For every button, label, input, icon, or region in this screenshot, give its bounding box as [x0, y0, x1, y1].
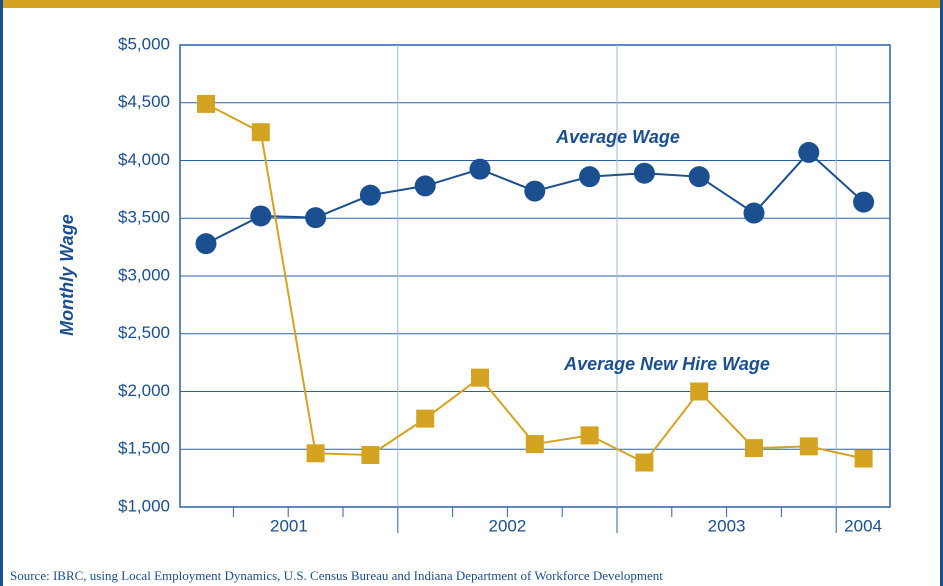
y-tick-label: $4,500: [118, 92, 170, 111]
x-tick-label: 2001: [270, 516, 308, 535]
marker: [853, 191, 875, 213]
marker: [798, 141, 820, 163]
y-tick-label: $1,000: [118, 496, 170, 515]
marker: [579, 166, 601, 188]
marker: [195, 233, 217, 255]
marker: [690, 382, 709, 401]
marker: [635, 453, 654, 472]
marker: [251, 123, 270, 142]
y-tick-label: $2,000: [118, 381, 170, 400]
marker: [416, 409, 435, 428]
marker: [854, 449, 873, 468]
marker: [688, 166, 710, 188]
legend-label: Average Wage: [555, 127, 680, 147]
marker: [250, 205, 272, 227]
marker: [743, 202, 765, 224]
y-tick-label: $2,500: [118, 323, 170, 342]
legend-label: Average New Hire Wage: [563, 354, 770, 374]
marker: [471, 368, 489, 387]
marker: [469, 158, 491, 180]
marker: [305, 207, 327, 229]
right-border: [940, 0, 943, 586]
y-tick-label: $4,000: [118, 150, 170, 169]
marker: [799, 437, 818, 456]
marker: [745, 439, 763, 458]
y-tick-label: $5,000: [118, 34, 170, 53]
marker: [414, 175, 436, 197]
marker: [306, 444, 325, 463]
top-bar: [0, 0, 943, 8]
source: Source: IBRC, using Local Employment Dyn…: [10, 568, 663, 583]
marker: [197, 94, 215, 113]
y-tick-label: $3,000: [118, 265, 170, 284]
marker: [633, 162, 655, 184]
marker: [580, 426, 599, 445]
y-tick-label: $3,500: [118, 208, 170, 227]
y-axis-label: Monthly Wage: [57, 214, 77, 336]
marker: [524, 180, 546, 202]
x-tick-label: 2003: [708, 516, 746, 535]
marker: [361, 446, 380, 465]
marker: [359, 184, 381, 206]
x-tick-label: 2002: [488, 516, 526, 535]
x-tick-label: 2004: [844, 516, 882, 535]
marker: [525, 435, 544, 454]
y-tick-label: $1,500: [118, 439, 170, 458]
left-border: [0, 0, 3, 586]
